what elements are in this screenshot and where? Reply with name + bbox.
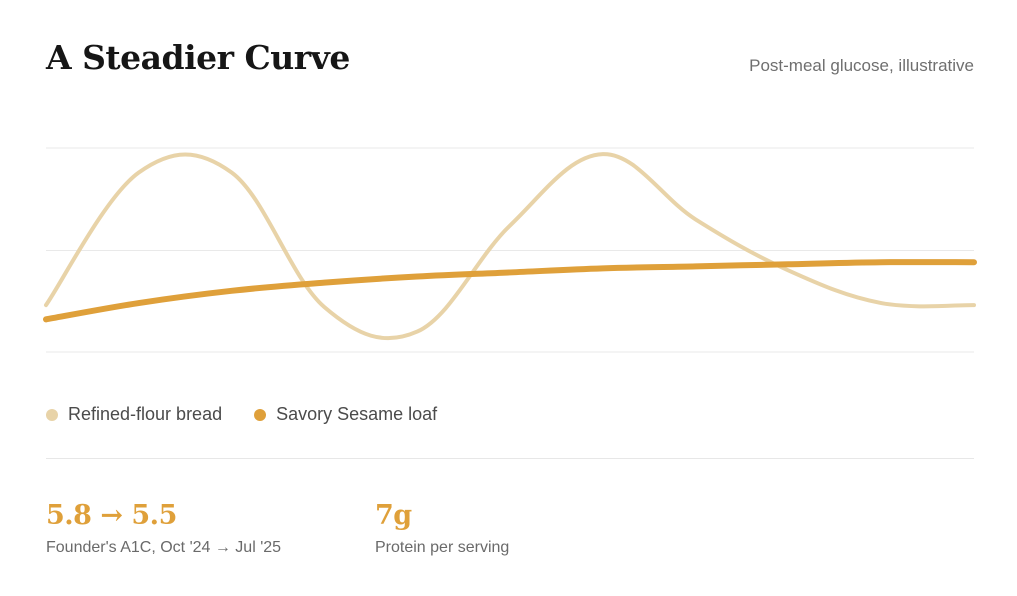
stat-a1c: 5.8 → 5.5 Founder's A1C, Oct '24 → Jul '… (46, 500, 281, 557)
series-line-refined-flour-bread (44, 152, 976, 341)
series-line-savory-sesame-loaf (43, 259, 977, 323)
chart-subtitle: Post-meal glucose, illustrative (749, 56, 974, 75)
legend-swatch-refined (46, 408, 58, 421)
stat-a1c-label: Founder's A1C, Oct '24 → Jul '25 (46, 539, 282, 556)
chart-legend: Refined-flour bread Savory Sesame loaf (46, 404, 437, 425)
stat-a1c-value: 5.8 → 5.5 (46, 500, 177, 531)
legend-swatch-sesame (254, 408, 267, 421)
legend-item-savory-sesame-loaf: Savory Sesame loaf (254, 404, 437, 425)
legend-label-refined: Refined-flour bread (68, 404, 223, 424)
legend-label-sesame: Savory Sesame loaf (276, 404, 438, 424)
section-divider (46, 458, 974, 459)
legend-item-refined-flour-bread: Refined-flour bread (46, 404, 222, 425)
chart-title: A Steadier Curve (46, 38, 350, 77)
stat-protein-value: 7g (375, 500, 412, 531)
stat-protein-label: Protein per serving (375, 539, 510, 556)
stat-protein: 7g Protein per serving (375, 500, 509, 557)
